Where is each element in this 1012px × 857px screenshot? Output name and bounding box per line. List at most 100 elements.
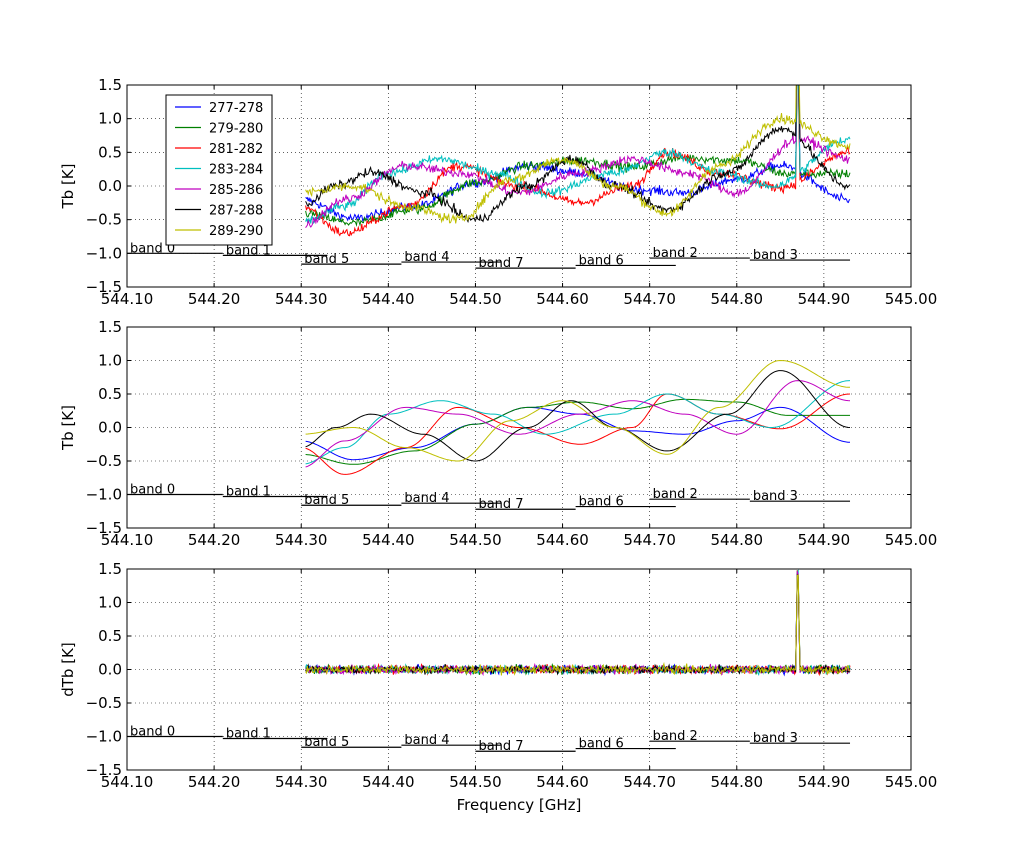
x-tick-label: 544.70: [623, 773, 676, 791]
y-tick-label: −1.0: [86, 486, 122, 504]
series-line-279-280: [305, 398, 850, 465]
band-label: band 4: [404, 491, 449, 506]
series-line-281-282: [305, 85, 851, 237]
band-label: band 2: [653, 487, 698, 502]
y-tick-label: −1.5: [86, 519, 122, 537]
legend-entry: 281-282: [209, 142, 263, 157]
y-tick-label: 0.0: [98, 419, 122, 437]
y-tick-label: −1.0: [86, 728, 122, 746]
legend-entry: 283-284: [209, 163, 263, 178]
x-tick-label: 544.40: [362, 290, 415, 308]
y-tick-label: −1.5: [86, 761, 122, 779]
legend-entry: 277-278: [209, 101, 263, 116]
x-tick-label: 544.70: [623, 531, 676, 549]
x-tick-label: 545.00: [885, 531, 938, 549]
series-line-277-278: [305, 406, 850, 461]
y-tick-label: −1.5: [86, 278, 122, 296]
series-line-277-278: [305, 573, 851, 677]
y-tick-label: −1.0: [86, 244, 122, 262]
x-tick-label: 544.90: [798, 290, 851, 308]
band-label: band 6: [579, 495, 624, 510]
y-tick-label: −0.5: [86, 452, 122, 470]
x-tick-label: 544.80: [711, 773, 764, 791]
y-tick-label: −0.5: [86, 694, 122, 712]
x-tick-label: 545.00: [885, 773, 938, 791]
y-axis-label: dTb [K]: [59, 642, 77, 697]
x-tick-label: 544.50: [449, 290, 502, 308]
series-line-279-280: [305, 85, 851, 227]
legend-entry: 289-290: [209, 224, 263, 239]
series-line-283-284: [305, 569, 851, 677]
band-label: band 1: [226, 243, 271, 258]
x-tick-label: 544.90: [798, 773, 851, 791]
x-tick-label: 544.20: [188, 531, 241, 549]
series-line-289-290: [305, 85, 851, 224]
y-tick-label: 0.0: [98, 177, 122, 195]
series-line-287-288: [305, 85, 851, 223]
y-axis-label: Tb [K]: [59, 405, 77, 451]
band-label: band 3: [753, 248, 798, 263]
x-tick-label: 544.20: [188, 290, 241, 308]
plot-area: [127, 85, 851, 269]
x-tick-label: 544.20: [188, 773, 241, 791]
plot-area: [127, 569, 851, 752]
band-label: band 3: [753, 731, 798, 746]
legend-entry: 279-280: [209, 122, 263, 137]
series-line-283-284: [305, 85, 851, 224]
band-label: band 5: [304, 252, 349, 267]
panel-2: band 0 band 1 band 5 band 4 band 7 band 6 band…: [59, 318, 937, 549]
x-axis-label: Frequency [GHz]: [457, 796, 582, 814]
legend-entry: 287-288: [209, 204, 263, 219]
legend-entry: 285-286: [209, 183, 263, 198]
x-tick-label: 544.80: [711, 531, 764, 549]
series-line-289-290: [305, 359, 851, 462]
x-tick-label: 544.30: [275, 290, 328, 308]
series-line-285-286: [305, 85, 851, 229]
y-tick-label: 0.5: [98, 143, 122, 161]
band-label: band 7: [478, 739, 523, 754]
series-line-279-280: [305, 570, 851, 676]
y-tick-label: 1.5: [98, 560, 122, 578]
x-tick-label: 544.30: [275, 531, 328, 549]
band-label: band 5: [304, 735, 349, 750]
y-tick-label: 0.5: [98, 627, 122, 645]
y-tick-label: −0.5: [86, 211, 122, 229]
series-line-285-286: [305, 571, 851, 677]
x-tick-label: 544.50: [449, 531, 502, 549]
x-tick-label: 544.40: [362, 531, 415, 549]
y-tick-label: 1.5: [98, 318, 122, 336]
y-axis-label: Tb [K]: [59, 164, 77, 210]
band-label: band 7: [478, 497, 523, 512]
band-label: band 6: [579, 253, 624, 268]
panel-1: band 0 band 1 band 5 band 4 band 7 band 6 band…: [59, 76, 938, 308]
plot-area: [127, 359, 851, 510]
band-label: band 1: [226, 485, 271, 500]
series-line-277-278: [305, 85, 851, 223]
band-label: band 1: [226, 727, 271, 742]
y-tick-label: 1.0: [98, 110, 122, 128]
panel-3: band 0 band 1 band 5 band 4 band 7 band 6 band…: [59, 560, 937, 791]
band-label: band 0: [130, 483, 175, 498]
y-tick-label: 0.0: [98, 661, 122, 679]
legend: 277-278 279-280 281-282 283-284 285-286 287-2…: [165, 94, 273, 246]
band-label: band 4: [404, 733, 449, 748]
series-line-281-282: [305, 393, 851, 475]
band-label: band 2: [653, 246, 698, 261]
series-line-283-284: [305, 380, 851, 465]
band-label: band 7: [478, 256, 523, 271]
y-tick-label: 1.0: [98, 594, 122, 612]
x-tick-label: 545.00: [885, 290, 938, 308]
band-label: band 6: [579, 737, 624, 752]
x-tick-label: 544.10: [101, 773, 154, 791]
series-line-281-282: [305, 570, 851, 677]
y-tick-label: 1.5: [98, 76, 122, 94]
x-tick-label: 544.90: [798, 531, 851, 549]
x-tick-label: 544.60: [536, 290, 589, 308]
series-line-285-286: [305, 380, 851, 468]
x-tick-label: 544.80: [711, 290, 764, 308]
panels: band 0 band 1 band 5 band 4 band 7 band 6 band…: [59, 76, 938, 791]
band-label: band 0: [130, 725, 175, 740]
x-tick-label: 544.70: [623, 290, 676, 308]
x-tick-label: 544.30: [275, 773, 328, 791]
x-tick-label: 544.10: [101, 290, 154, 308]
